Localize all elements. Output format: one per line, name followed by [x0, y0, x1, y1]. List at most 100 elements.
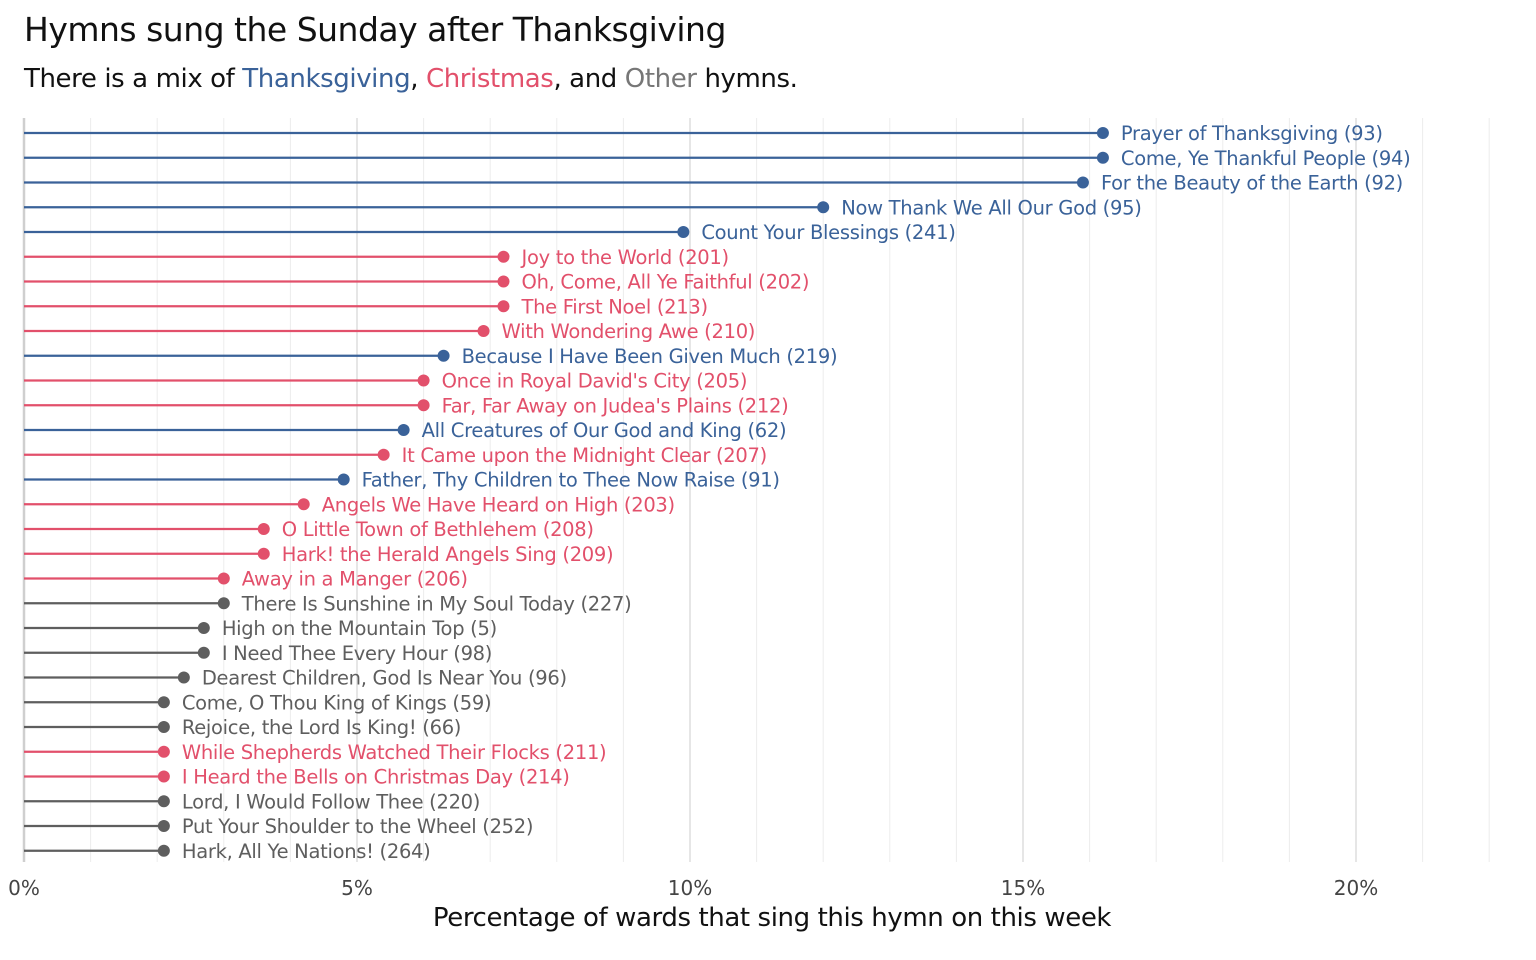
- lollipop-dot: [177, 671, 190, 684]
- lollipop: Prayer of Thanksgiving (93): [24, 122, 1383, 145]
- lollipop-dot: [1096, 127, 1109, 139]
- lollipop-dot: [417, 399, 430, 412]
- lollipop-dot: [677, 226, 690, 238]
- lollipop-dot: [157, 795, 170, 808]
- subtitle-sep2: , and: [553, 64, 625, 94]
- lollipop: I Heard the Bells on Christmas Day (214): [24, 766, 570, 789]
- x-tick-label: 10%: [668, 876, 712, 900]
- lollipop-dot: [417, 374, 430, 387]
- lollipop: High on the Mountain Top (5): [24, 617, 497, 640]
- chart-subtitle: There is a mix of Thanksgiving, Christma…: [24, 64, 798, 94]
- hymn-label: Prayer of Thanksgiving (93): [1121, 122, 1383, 145]
- lollipop: Rejoice, the Lord Is King! (66): [24, 716, 461, 739]
- x-tick-label: 15%: [1001, 876, 1045, 900]
- lollipop-dot: [377, 448, 390, 461]
- lollipop-dot: [397, 424, 410, 436]
- lollipop: The First Noel (213): [24, 295, 708, 318]
- lollipop: Angels We Have Heard on High (203): [24, 493, 675, 516]
- hymn-label: Away in a Manger (206): [242, 568, 468, 591]
- lollipop-dot: [497, 275, 510, 288]
- lollipop: Father, Thy Children to Thee Now Raise (…: [24, 469, 780, 492]
- lollipop: Hark! the Herald Angels Sing (209): [24, 543, 614, 566]
- lollipop-dot: [257, 547, 270, 560]
- hymn-label: Come, O Thou King of Kings (59): [182, 691, 491, 714]
- lollipop: Come, Ye Thankful People (94): [24, 147, 1411, 170]
- lollipop-dot: [497, 250, 510, 263]
- hymn-label: Come, Ye Thankful People (94): [1121, 147, 1410, 170]
- lollipop: It Came upon the Midnight Clear (207): [24, 444, 767, 467]
- lollipop-dot: [197, 646, 210, 659]
- chart-marks: Prayer of Thanksgiving (93)Come, Ye Than…: [24, 122, 1411, 863]
- lollipop: Come, O Thou King of Kings (59): [24, 691, 492, 714]
- lollipop-dot: [217, 597, 230, 610]
- lollipop-dot: [437, 349, 450, 362]
- lollipop-dot: [817, 201, 830, 214]
- lollipop: Far, Far Away on Judea's Plains (212): [24, 394, 789, 417]
- lollipop: Away in a Manger (206): [24, 568, 468, 591]
- x-axis-label: Percentage of wards that sing this hymn …: [432, 903, 1112, 933]
- x-tick-label: 0%: [8, 876, 40, 900]
- lollipop: Dearest Children, God Is Near You (96): [24, 667, 567, 690]
- lollipop: While Shepherds Watched Their Flocks (21…: [24, 741, 607, 764]
- hymn-label: Lord, I Would Follow Thee (220): [182, 790, 480, 813]
- hymn-label: With Wondering Awe (210): [502, 320, 756, 343]
- hymn-label: I Heard the Bells on Christmas Day (214): [182, 766, 570, 789]
- x-tick-label: 20%: [1334, 876, 1378, 900]
- x-axis-ticks: 0% 5% 10% 15% 20%: [8, 876, 1378, 900]
- hymn-label: Dearest Children, God Is Near You (96): [202, 667, 567, 690]
- hymn-label: I Need Thee Every Hour (98): [222, 642, 492, 665]
- hymn-label: It Came upon the Midnight Clear (207): [402, 444, 767, 467]
- lollipop: All Creatures of Our God and King (62): [24, 419, 787, 442]
- lollipop-dot: [157, 745, 170, 758]
- hymn-label: Oh, Come, All Ye Faithful (202): [522, 271, 810, 294]
- lollipop: O Little Town of Bethlehem (208): [24, 518, 594, 541]
- lollipop: I Need Thee Every Hour (98): [24, 642, 492, 665]
- lollipop: There Is Sunshine in My Soul Today (227): [24, 592, 632, 615]
- subtitle-prefix: There is a mix of: [24, 64, 243, 94]
- lollipop-dot: [297, 498, 310, 511]
- lollipop: Hark, All Ye Nations! (264): [24, 840, 431, 863]
- lollipop: With Wondering Awe (210): [24, 320, 755, 343]
- lollipop-dot: [337, 473, 350, 486]
- subtitle-thanksgiving: Thanksgiving: [242, 64, 411, 94]
- lollipop-dot: [1096, 151, 1109, 164]
- hymn-label: Hark! the Herald Angels Sing (209): [282, 543, 614, 566]
- lollipop-dot: [157, 770, 170, 783]
- hymn-label: Once in Royal David's City (205): [442, 370, 748, 393]
- hymn-label: Now Thank We All Our God (95): [841, 196, 1141, 219]
- hymn-label: O Little Town of Bethlehem (208): [282, 518, 594, 541]
- hymn-label: Joy to the World (201): [520, 246, 729, 269]
- lollipop-dot: [157, 820, 170, 832]
- subtitle-suffix: hymns.: [696, 64, 798, 94]
- lollipop-dot: [197, 622, 210, 634]
- lollipop-dot: [257, 523, 270, 535]
- hymn-label: For the Beauty of the Earth (92): [1101, 172, 1403, 195]
- hymn-label: While Shepherds Watched Their Flocks (21…: [182, 741, 607, 764]
- lollipop: Now Thank We All Our God (95): [24, 196, 1142, 219]
- lollipop-dot: [217, 572, 230, 585]
- hymn-label: The First Noel (213): [521, 295, 708, 318]
- gridlines: [22, 118, 1490, 862]
- hymn-label: There Is Sunshine in My Soul Today (227): [241, 592, 632, 615]
- hymn-label: Father, Thy Children to Thee Now Raise (…: [362, 469, 780, 492]
- lollipop: Oh, Come, All Ye Faithful (202): [24, 271, 810, 294]
- chart-title: Hymns sung the Sunday after Thanksgiving: [24, 10, 726, 49]
- lollipop: Lord, I Would Follow Thee (220): [24, 790, 480, 813]
- lollipop-dot: [1076, 176, 1089, 189]
- lollipop-dot: [497, 300, 510, 313]
- lollipop-dot: [157, 721, 170, 733]
- lollipop: Joy to the World (201): [24, 246, 729, 269]
- hymn-label: Far, Far Away on Judea's Plains (212): [442, 394, 789, 417]
- lollipop: Count Your Blessings (241): [24, 221, 956, 244]
- lollipop: Once in Royal David's City (205): [24, 370, 747, 393]
- lollipop-dot: [157, 844, 170, 857]
- subtitle-other: Other: [624, 64, 697, 94]
- lollipop: Because I Have Been Given Much (219): [24, 345, 838, 368]
- subtitle-sep1: ,: [410, 64, 426, 94]
- lollipop: Put Your Shoulder to the Wheel (252): [24, 815, 534, 838]
- subtitle-christmas: Christmas: [425, 64, 554, 94]
- lollipop: For the Beauty of the Earth (92): [24, 172, 1403, 195]
- hymn-label: Rejoice, the Lord Is King! (66): [182, 716, 461, 739]
- hymn-label: Hark, All Ye Nations! (264): [182, 840, 431, 863]
